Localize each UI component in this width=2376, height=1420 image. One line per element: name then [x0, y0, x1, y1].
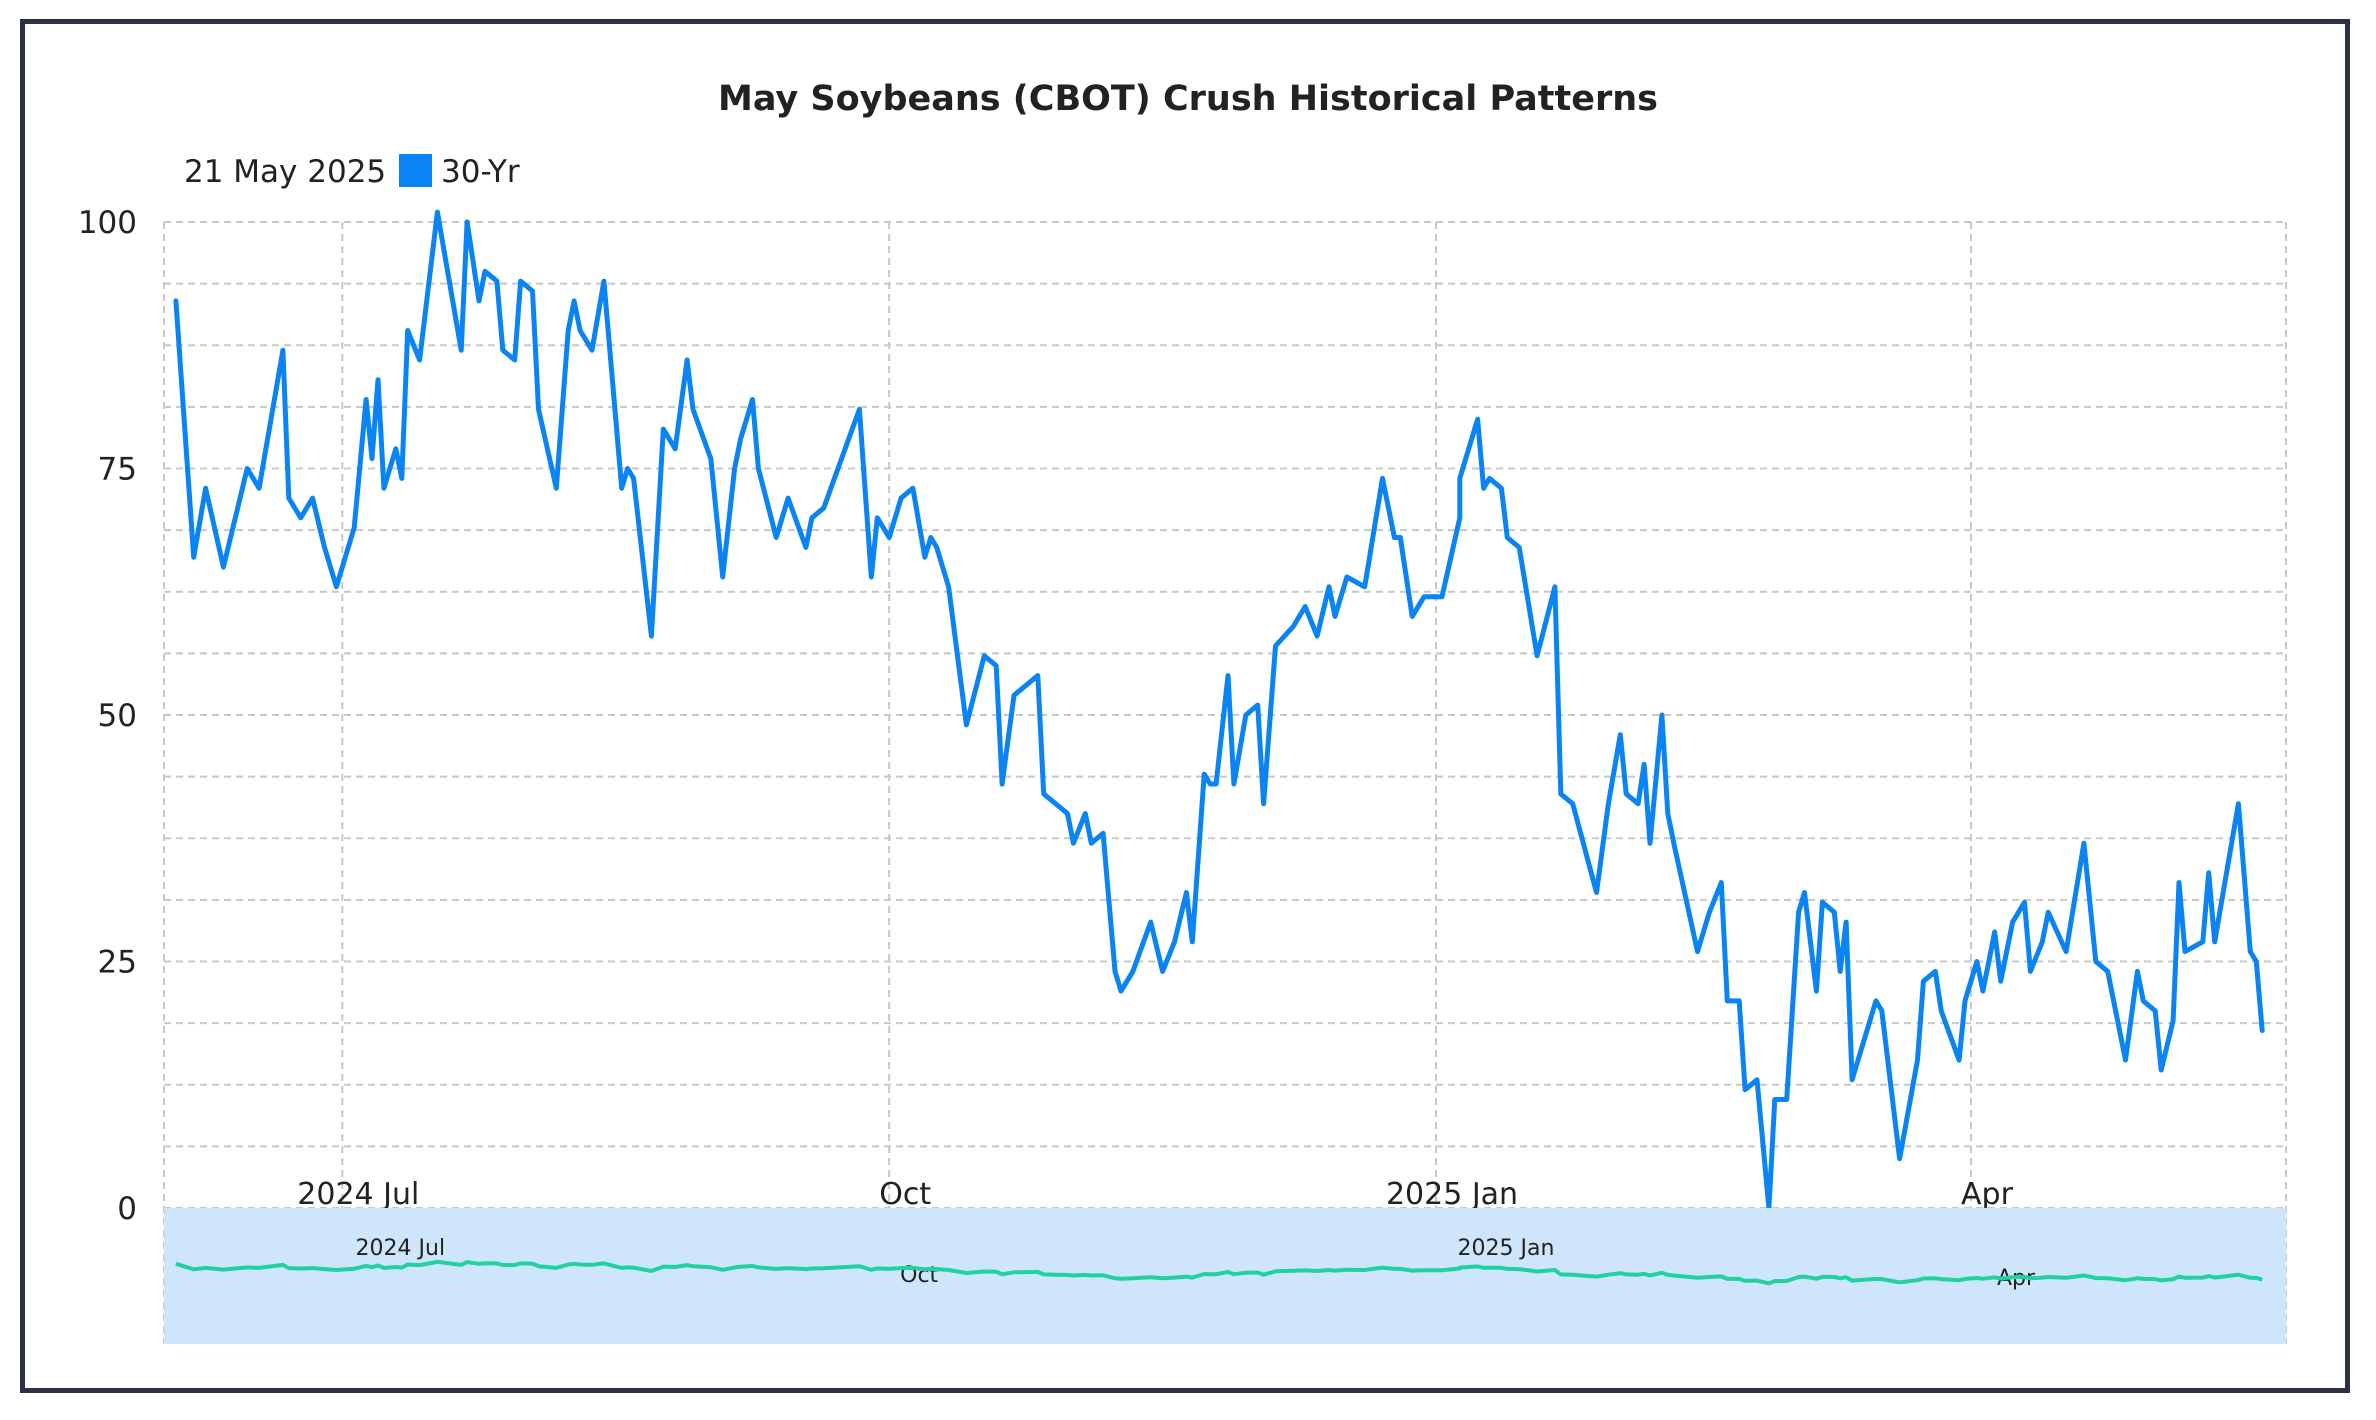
y-axis: 0 25 50 75 100 [78, 205, 137, 1227]
chart-frame [20, 19, 2350, 1393]
x-tick-label: 2024 Jul [297, 1177, 419, 1212]
y-tick-label: 0 [117, 1191, 137, 1227]
navigator-background[interactable] [164, 1208, 2286, 1344]
x-tick-label: Apr [1961, 1177, 2014, 1212]
navigator-series [175, 1259, 2263, 1286]
series-line-30-yr [173, 209, 2265, 1211]
x-tick-label: 2025 Jan [1386, 1177, 1518, 1212]
x-tick-label: Oct [879, 1177, 931, 1212]
date-label: 21 May 2025 [184, 154, 386, 190]
navigator-line [175, 1259, 2263, 1286]
y-tick-label: 100 [78, 205, 137, 241]
legend-swatch[interactable] [399, 154, 432, 187]
navigator-tick-label: 2025 Jan [1458, 1236, 1555, 1261]
navigator-tick-label: 2024 Jul [356, 1236, 446, 1261]
legend-label[interactable]: 30-Yr [441, 154, 520, 190]
chart-title: May Soybeans (CBOT) Crush Historical Pat… [718, 79, 1658, 119]
plot-area [173, 209, 2265, 1211]
grid [163, 221, 2287, 1344]
y-tick-label: 25 [98, 945, 137, 981]
y-tick-label: 50 [98, 698, 137, 734]
x-axis: 2024 Jul Oct 2025 Jan Apr [297, 1177, 2013, 1212]
y-tick-label: 75 [98, 452, 137, 488]
